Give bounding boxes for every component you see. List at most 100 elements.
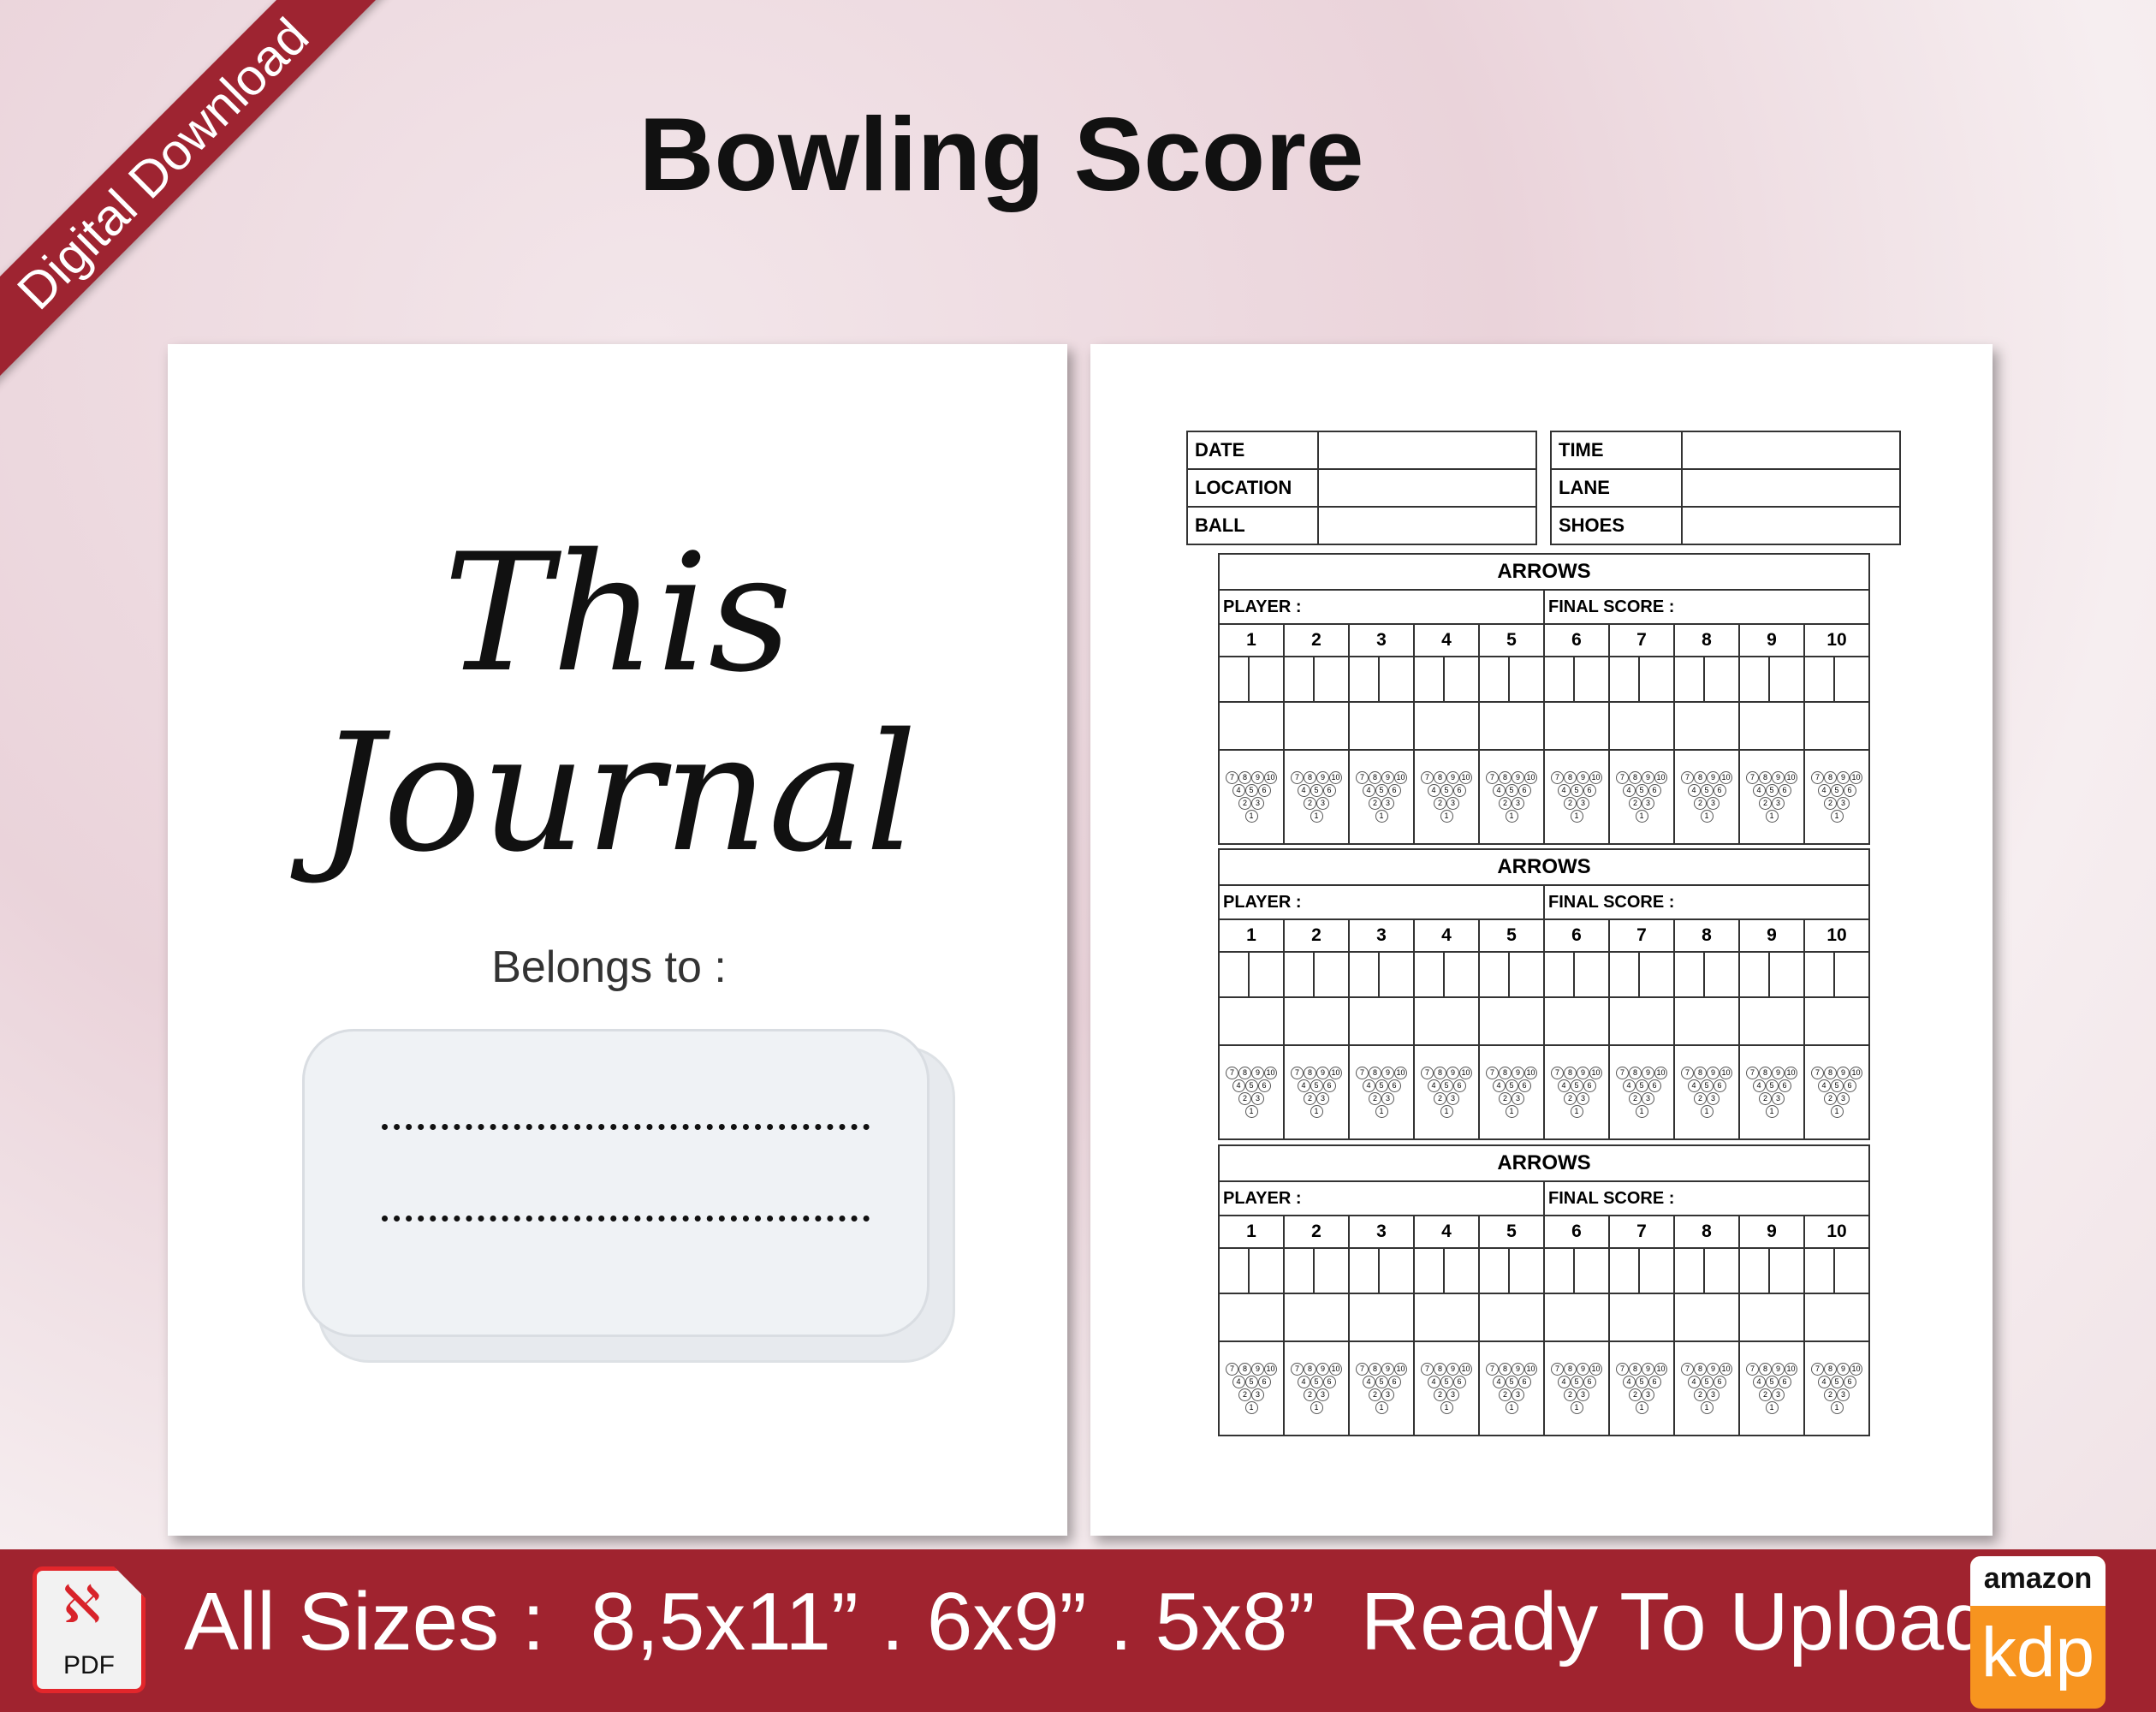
pin: 3 [1707, 797, 1719, 810]
pin: 9 [1577, 771, 1589, 784]
pin-diagram: 7 8 9 10 4 5 6 2 3 1 [1486, 1363, 1537, 1414]
pin: 8 [1759, 771, 1772, 784]
pin: 2 [1629, 1092, 1642, 1105]
score-block: ARROWS PLAYER : FINAL SCORE :1 2 3 4 5 6 7 8 9 10 7 8… [1218, 848, 1870, 1140]
info-label: BALL [1186, 506, 1319, 545]
pin: 4 [1752, 1079, 1766, 1092]
pin: 1 [1440, 810, 1453, 823]
pin: 4 [1622, 1376, 1636, 1388]
pin: 1 [1310, 1105, 1323, 1118]
final-score-label: FINAL SCORE : [1548, 1188, 1675, 1208]
pin: 9 [1381, 771, 1394, 784]
pin: 1 [1570, 1105, 1583, 1118]
pin: 4 [1427, 784, 1440, 797]
pin-diagram: 7 8 9 10 4 5 6 2 3 1 [1551, 1067, 1602, 1118]
pin: 6 [1257, 1376, 1271, 1388]
cover-page-preview: This Journal Belongs to : [168, 344, 1067, 1536]
pin: 5 [1440, 1079, 1453, 1092]
pin: 10 [1524, 1067, 1537, 1079]
pin: 9 [1446, 771, 1459, 784]
sizes-text: All Sizes : 8,5x11” . 6x9” . 5x8” Ready … [184, 1576, 1990, 1667]
pins-cell: 7 8 9 10 4 5 6 2 3 1 [1220, 1046, 1285, 1138]
pin: 8 [1629, 1363, 1642, 1376]
pin: 8 [1304, 1067, 1316, 1079]
pin: 10 [1524, 771, 1537, 784]
pin: 10 [1654, 1067, 1667, 1079]
pin: 4 [1427, 1376, 1440, 1388]
pin: 2 [1304, 1388, 1316, 1401]
pin: 7 [1356, 1363, 1369, 1376]
pin: 10 [1589, 1067, 1602, 1079]
pin-diagram: 7 8 9 10 4 5 6 2 3 1 [1681, 771, 1732, 823]
pin-diagram: 7 8 9 10 4 5 6 2 3 1 [1421, 771, 1472, 823]
pins-cell: 7 8 9 10 4 5 6 2 3 1 [1350, 1046, 1415, 1138]
pins-cell: 7 8 9 10 4 5 6 2 3 1 [1415, 751, 1480, 843]
frame-number: 10 [1826, 925, 1847, 945]
pin: 2 [1759, 797, 1772, 810]
pin: 3 [1381, 1092, 1394, 1105]
amazon-label: amazon [1970, 1556, 2106, 1606]
pins-cell: 7 8 9 10 4 5 6 2 3 1 [1480, 1046, 1545, 1138]
pin: 8 [1434, 771, 1446, 784]
pin: 4 [1817, 1079, 1831, 1092]
pin: 10 [1785, 1067, 1797, 1079]
pin-diagram: 7 8 9 10 4 5 6 2 3 1 [1421, 1363, 1472, 1414]
pin: 8 [1238, 1067, 1251, 1079]
pin-diagram: 7 8 9 10 4 5 6 2 3 1 [1681, 1067, 1732, 1118]
pin: 7 [1811, 771, 1824, 784]
pin-diagram: 7 8 9 10 4 5 6 2 3 1 [1616, 1363, 1667, 1414]
pin: 4 [1687, 784, 1701, 797]
pins-cell: 7 8 9 10 4 5 6 2 3 1 [1675, 751, 1740, 843]
pin: 6 [1843, 1079, 1856, 1092]
pin: 7 [1746, 1363, 1759, 1376]
pin: 6 [1257, 1079, 1271, 1092]
pin-diagram: 7 8 9 10 4 5 6 2 3 1 [1226, 771, 1277, 823]
pin: 5 [1765, 1079, 1779, 1092]
pin: 5 [1244, 1079, 1258, 1092]
pin: 4 [1557, 1079, 1571, 1092]
pin: 9 [1316, 1363, 1329, 1376]
pin: 1 [1505, 1401, 1518, 1414]
pin: 2 [1434, 1388, 1446, 1401]
frame-number: 3 [1350, 920, 1415, 951]
pin: 5 [1505, 784, 1518, 797]
pin: 2 [1824, 1092, 1837, 1105]
pin-diagram: 7 8 9 10 4 5 6 2 3 1 [1291, 1067, 1342, 1118]
pin-diagram: 7 8 9 10 4 5 6 2 3 1 [1291, 771, 1342, 823]
pin: 9 [1772, 771, 1785, 784]
pin: 4 [1492, 1079, 1506, 1092]
pin: 2 [1238, 1388, 1251, 1401]
pin: 10 [1719, 771, 1732, 784]
frame-total-cell [1350, 703, 1415, 749]
pins-cell: 7 8 9 10 4 5 6 2 3 1 [1675, 1342, 1740, 1435]
pin: 2 [1238, 1092, 1251, 1105]
roll-cell [1415, 953, 1480, 996]
frame-number: 4 [1415, 1216, 1480, 1247]
pin: 4 [1687, 1376, 1701, 1388]
pin: 10 [1524, 1363, 1537, 1376]
roll-cell [1740, 953, 1805, 996]
pin: 5 [1310, 1079, 1323, 1092]
pin: 6 [1843, 784, 1856, 797]
pin: 10 [1459, 1363, 1472, 1376]
pin: 1 [1635, 1401, 1648, 1414]
frame-total-cell [1545, 998, 1610, 1044]
pin: 2 [1434, 1092, 1446, 1105]
pin: 1 [1375, 1401, 1388, 1414]
pin: 1 [1700, 1105, 1714, 1118]
roll-cell [1480, 953, 1545, 996]
pins-cell: 7 8 9 10 4 5 6 2 3 1 [1415, 1046, 1480, 1138]
pin: 3 [1577, 1092, 1589, 1105]
pin: 7 [1551, 771, 1564, 784]
score-page-preview: DATE LOCATION BALL TIME LANE SHOES ARROW… [1090, 344, 1993, 1536]
frame-total-cell [1220, 703, 1285, 749]
frame-number: 7 [1610, 1216, 1675, 1247]
frame-total-cell [1805, 998, 1868, 1044]
pin-diagram: 7 8 9 10 4 5 6 2 3 1 [1551, 771, 1602, 823]
pin: 3 [1446, 1092, 1459, 1105]
pin: 6 [1387, 1079, 1401, 1092]
pins-cell: 7 8 9 10 4 5 6 2 3 1 [1805, 1046, 1868, 1138]
roll-cell [1675, 1249, 1740, 1293]
pin-diagram: 7 8 9 10 4 5 6 2 3 1 [1421, 1067, 1472, 1118]
roll-cell [1350, 1249, 1415, 1293]
